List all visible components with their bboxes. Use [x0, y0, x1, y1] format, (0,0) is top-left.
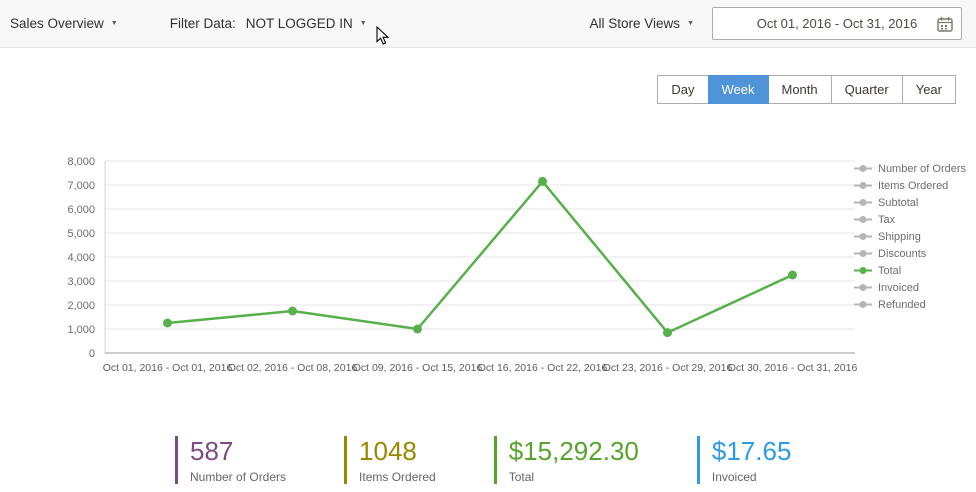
stat-invoiced: $17.65 Invoiced [696, 436, 792, 484]
legend-label: Shipping [878, 230, 921, 243]
stat-value: $15,292.30 [508, 436, 639, 466]
mouse-cursor [376, 26, 390, 45]
data-point[interactable] [163, 318, 172, 328]
data-point[interactable] [788, 270, 797, 280]
legend-label: Invoiced [878, 281, 919, 294]
legend-item-shipping[interactable]: Shipping [854, 228, 974, 245]
legend-line-icon [854, 250, 872, 257]
y-tick-label: 2,000 [67, 300, 95, 312]
legend-line-icon [854, 165, 872, 172]
legend-line-icon [854, 182, 872, 189]
report-type-label: Sales Overview [10, 16, 104, 31]
legend-item-refunded[interactable]: Refunded [854, 296, 974, 313]
store-view-selector[interactable]: All Store Views ▼ [590, 16, 694, 31]
legend-item-items-ordered[interactable]: Items Ordered [854, 177, 974, 194]
legend-item-subtotal[interactable]: Subtotal [854, 194, 974, 211]
legend-item-total[interactable]: Total [854, 262, 974, 279]
data-point[interactable] [413, 324, 422, 334]
data-point[interactable] [663, 328, 672, 338]
y-tick-label: 3,000 [67, 276, 95, 288]
stat-label: Number of Orders [190, 470, 287, 484]
y-tick-label: 5,000 [67, 228, 95, 240]
x-tick-label: Oct 09, 2016 - Oct 15, 2016 [353, 362, 483, 374]
stat-total: $15,292.30 Total [493, 436, 639, 484]
y-tick-label: 6,000 [67, 204, 95, 216]
report-type-selector[interactable]: Sales Overview ▼ [10, 16, 118, 31]
legend-line-icon [854, 216, 872, 223]
customer-filter-label: NOT LOGGED IN [245, 16, 353, 31]
chevron-down-icon: ▼ [110, 20, 118, 27]
legend-label: Number of Orders [878, 162, 967, 175]
filter-data-label: Filter Data: [169, 16, 236, 31]
stat-value: $17.65 [711, 436, 792, 466]
legend-line-icon [854, 284, 872, 291]
legend-label: Subtotal [878, 196, 919, 209]
data-point[interactable] [288, 306, 297, 316]
legend-label: Refunded [878, 298, 926, 311]
chart-legend: Number of Orders Items Ordered Subtotal Tax… [854, 160, 974, 313]
y-tick-label: 4,000 [67, 252, 95, 264]
x-tick-label: Oct 16, 2016 - Oct 22, 2016 [478, 362, 608, 374]
date-range-value: Oct 01, 2016 - Oct 31, 2016 [756, 16, 918, 31]
x-tick-label: Oct 23, 2016 - Oct 29, 2016 [603, 362, 733, 374]
legend-label: Items Ordered [878, 179, 949, 192]
tab-day[interactable]: Day [657, 75, 709, 104]
legend-label: Tax [878, 213, 896, 226]
store-view-label: All Store Views [589, 16, 681, 31]
y-tick-label: 1,000 [67, 324, 95, 336]
period-switcher: Day Week Month Quarter Year [0, 75, 976, 104]
tab-year[interactable]: Year [901, 75, 956, 104]
topbar: Sales Overview ▼ Filter Data: NOT LOGGED… [0, 0, 976, 48]
tab-quarter[interactable]: Quarter [830, 75, 903, 104]
chart-canvas: 0 1,000 2,000 3,000 4,000 5,000 6,000 7,000 8,00… [67, 156, 858, 374]
legend-label: Discounts [878, 247, 927, 260]
legend-item-number-of-orders[interactable]: Number of Orders [854, 160, 974, 177]
chevron-down-icon: ▼ [687, 20, 694, 27]
legend-line-icon [854, 301, 872, 308]
chevron-down-icon: ▼ [359, 20, 367, 27]
stat-number-of-orders: 587 Number of Orders [175, 436, 286, 484]
legend-item-discounts[interactable]: Discounts [854, 245, 974, 262]
tab-month[interactable]: Month [767, 75, 832, 104]
legend-line-icon [854, 199, 872, 206]
legend-item-invoiced[interactable]: Invoiced [854, 279, 974, 296]
series-line-total [167, 180, 794, 334]
calendar-icon [937, 17, 953, 32]
stat-items-ordered: 1048 Items Ordered [344, 436, 436, 484]
data-point[interactable] [538, 176, 547, 186]
y-tick-label: 7,000 [67, 180, 95, 192]
x-tick-label: Oct 01, 2016 - Oct 01, 2016 [103, 362, 233, 374]
stat-label: Invoiced [711, 470, 757, 484]
legend-item-tax[interactable]: Tax [854, 211, 974, 228]
stat-value: 587 [190, 436, 234, 466]
customer-filter-selector[interactable]: NOT LOGGED IN ▼ [246, 16, 367, 31]
y-tick-label: 8,000 [67, 156, 95, 168]
x-tick-label: Oct 02, 2016 - Oct 08, 2016 [228, 362, 358, 374]
summary-totals: 587 Number of Orders 1048 Items Ordered $15,… [0, 436, 976, 484]
legend-label: Total [878, 264, 902, 277]
legend-line-icon [854, 267, 872, 274]
stat-value: 1048 [359, 436, 417, 466]
stat-label: Total [508, 470, 535, 484]
date-range-field[interactable]: Oct 01, 2016 - Oct 31, 2016 [712, 7, 962, 40]
stat-label: Items Ordered [359, 470, 436, 484]
legend-line-icon [854, 233, 872, 240]
x-tick-label: Oct 30, 2016 - Oct 31, 2016 [728, 362, 858, 374]
tab-week[interactable]: Week [707, 75, 769, 104]
sales-chart: 0 1,000 2,000 3,000 4,000 5,000 6,000 7,000 8,00… [0, 140, 976, 390]
y-tick-label: 0 [89, 348, 95, 360]
